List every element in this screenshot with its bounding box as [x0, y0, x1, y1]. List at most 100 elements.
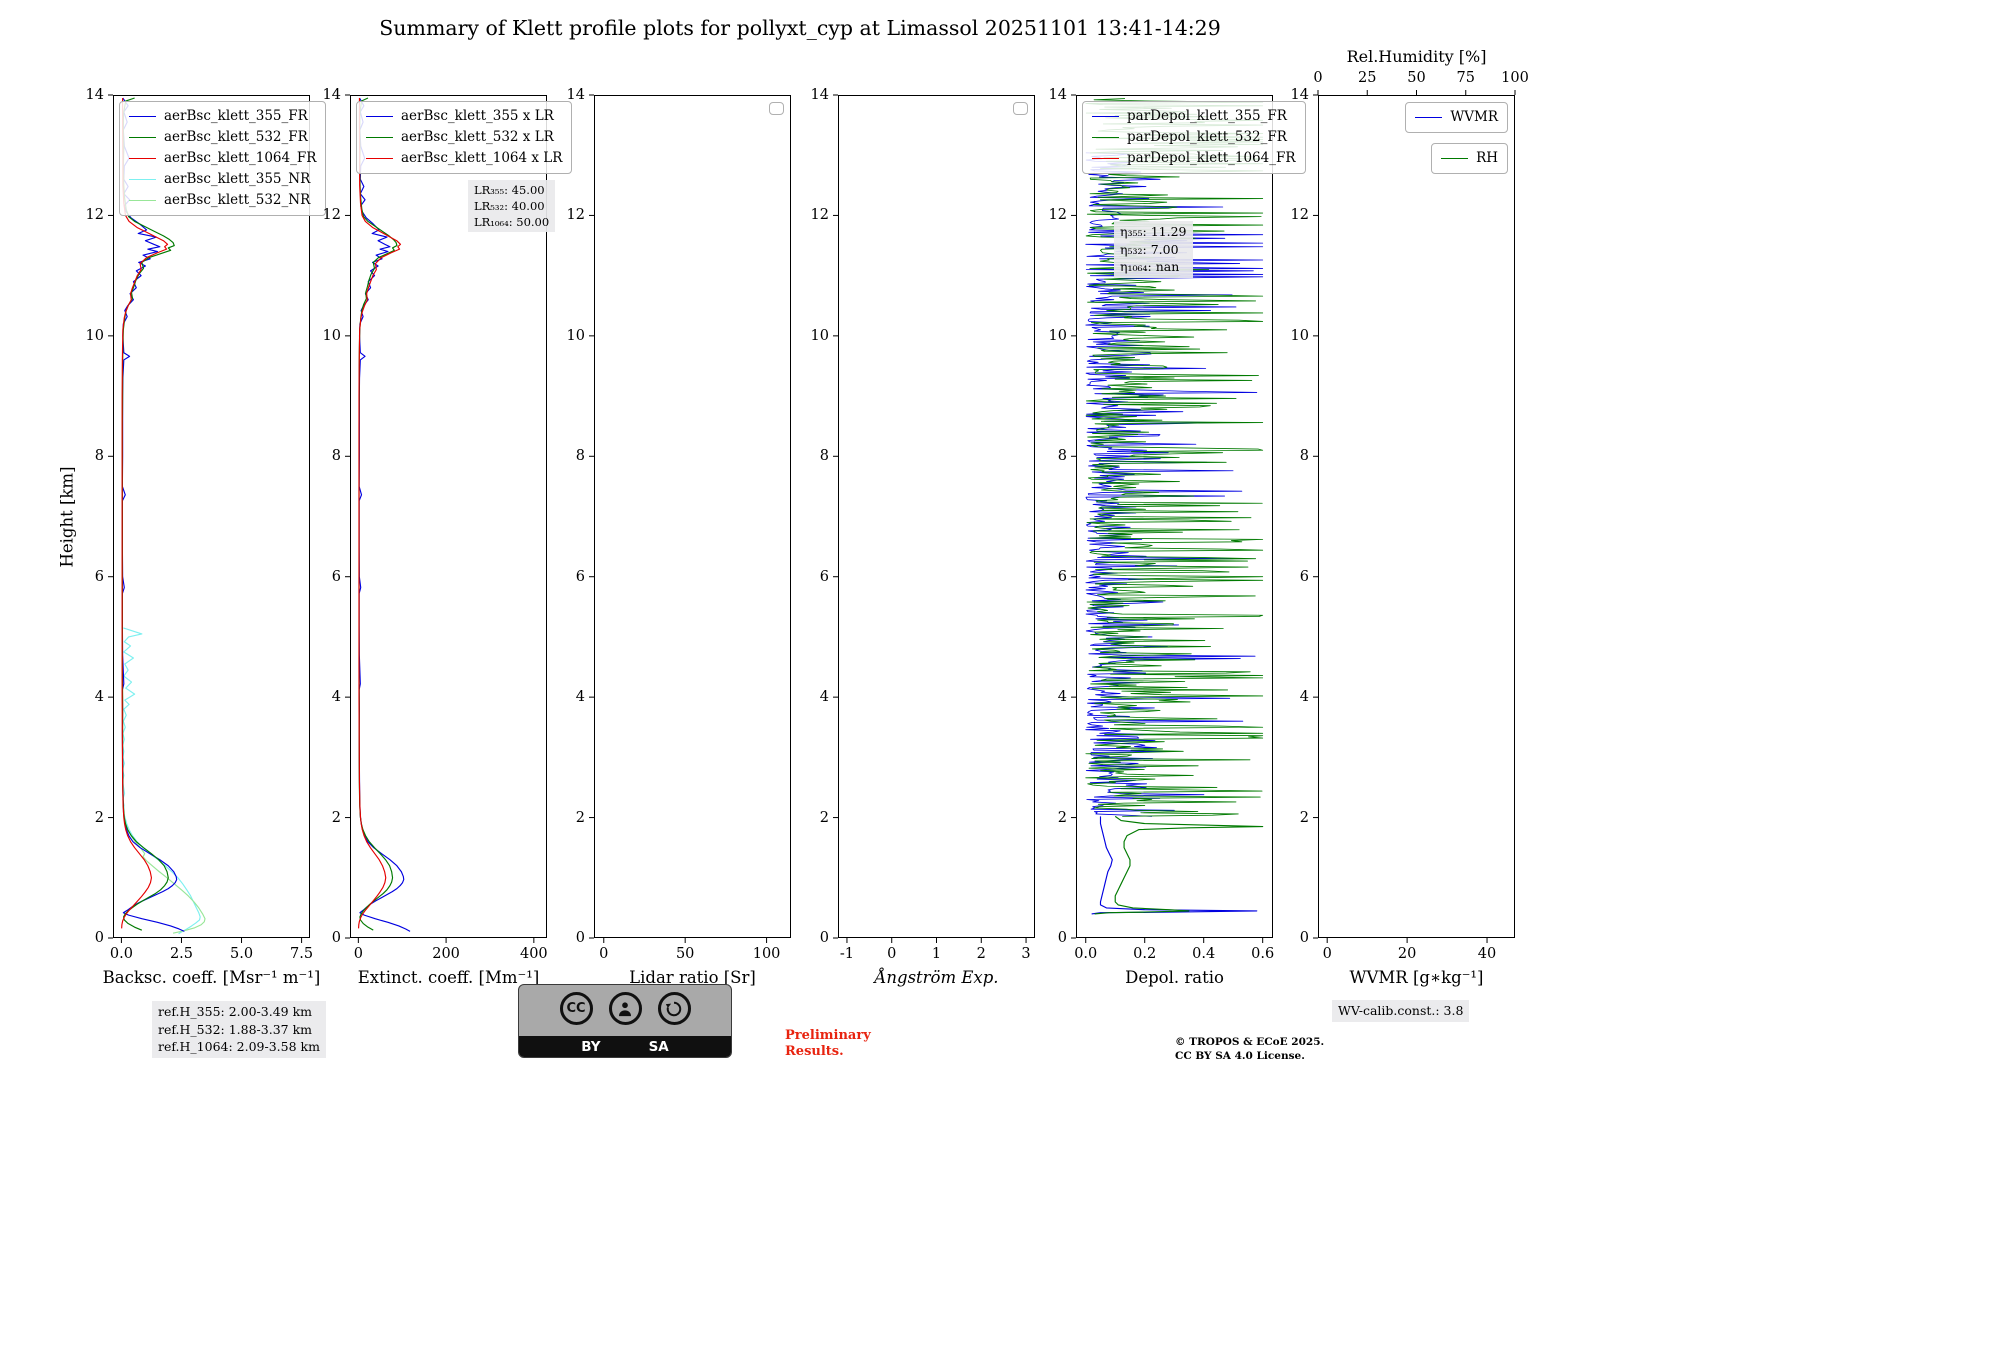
- x-tick-label: 40: [1477, 946, 1497, 962]
- subplot-lidar-ratio: 0 50 100 0 2 4 6 8 10 12 14 Lidar ratio [Sr]: [567, 87, 791, 987]
- series-line-aerBsc_klett_532_NR: [122, 811, 206, 934]
- y-tick-label: 14: [566, 87, 585, 103]
- series-group: [1085, 98, 1264, 915]
- legend-label: parDepol_klett_1064_FR: [1127, 149, 1296, 166]
- y-tick-label: 4: [1057, 689, 1067, 706]
- legend-label: WVMR: [1450, 109, 1498, 125]
- legend-label: aerBsc_klett_532 x LR: [401, 128, 554, 145]
- y-tick-label: 6: [575, 568, 585, 585]
- y-tick-label: 0: [1299, 930, 1309, 946]
- legend-item: aerBsc_klett_1064 x LR: [366, 148, 562, 169]
- x-tick-label: 100: [752, 946, 781, 962]
- legend-line-sample: [366, 136, 393, 138]
- x-tick-label: 0.6: [1251, 946, 1275, 962]
- legend-label: aerBsc_klett_355_FR: [164, 108, 308, 124]
- y-tick-label: 14: [1290, 87, 1309, 103]
- x-tick-label: 0: [1322, 946, 1332, 962]
- ref-height-532: ref.H_532: 1.88-3.37 km: [158, 1021, 313, 1037]
- legend-line-sample: [129, 199, 156, 201]
- x-axis-label: Ångström Exp.: [874, 968, 999, 987]
- y-tick-label: 6: [1057, 568, 1067, 585]
- person-glyph: [619, 1001, 631, 1016]
- series-line-parDepol_klett_532_FR: [1085, 98, 1264, 817]
- share-alike-arrow-glyph: [665, 1001, 682, 1016]
- x-tick-label: 0.0: [1074, 946, 1098, 962]
- legend-label: parDepol_klett_355_FR: [1127, 108, 1287, 124]
- legend-item: parDepol_klett_532_FR: [1092, 127, 1296, 148]
- cc-badge-bar: BY SA: [519, 1036, 731, 1057]
- y-tick-label: 12: [810, 207, 829, 224]
- legend-line-sample: [129, 115, 156, 117]
- y-tick-label: 6: [94, 568, 104, 585]
- x-axis-label: WVMR [g∗kg⁻¹]: [1349, 968, 1484, 987]
- y-tick-label: 0: [575, 930, 585, 946]
- y-tick-label: 2: [1057, 809, 1067, 826]
- annotation-box: η₃₅₅: 11.29 η₅₃₂: 7.00 η₁₀₆₄: nan: [1114, 221, 1193, 278]
- y-tick-label: 10: [322, 327, 341, 344]
- legend-item: parDepol_klett_355_FR: [1092, 106, 1296, 127]
- cc-logo-text: CC: [566, 1001, 586, 1016]
- x-tick-label: 7.5: [290, 946, 314, 962]
- cc-by-label: BY: [581, 1038, 601, 1055]
- x-axis-label: Lidar ratio [Sr]: [629, 968, 756, 987]
- ref-heights-box: ref.H_355: 2.00-3.49 km ref.H_532: 1.88-…: [152, 1001, 326, 1058]
- legend-label: RH: [1476, 150, 1498, 166]
- y-tick-label: 0: [94, 930, 104, 946]
- y-tick-label: 4: [331, 689, 341, 706]
- annotation-line: η₅₃₂: 7.00: [1120, 241, 1179, 257]
- x-tick-label: 0: [887, 946, 897, 962]
- figure-title: Summary of Klett profile plots for polly…: [379, 16, 1221, 40]
- axes-frame: [1076, 95, 1273, 938]
- subplot-extinction: 0 200 400 0 2 4 6 8 10 12 14 Extinct. coeff. [Mm⁻¹]…: [323, 87, 573, 987]
- x-tick-label: 2: [976, 946, 986, 962]
- legend-item: aerBsc_klett_532_FR: [129, 127, 316, 148]
- cc-sa-label: SA: [648, 1038, 669, 1055]
- legend-label: aerBsc_klett_532_NR: [164, 191, 311, 208]
- legend: aerBsc_klett_355_FR aerBsc_klett_532_FR ae…: [119, 101, 327, 216]
- x-axis-label: Depol. ratio: [1125, 968, 1224, 987]
- plot-canvas: [108, 94, 310, 943]
- subplot-depol-ratio: 0.0 0.2 0.4 0.6 0 2 4 6 8 10 12 14 Depol. ratio parDe…: [1049, 87, 1306, 987]
- legend-item: aerBsc_klett_532 x LR: [366, 127, 562, 148]
- y-tick-label: 12: [1290, 207, 1309, 224]
- y-tick-label: 4: [575, 689, 585, 706]
- axes-frame: [594, 95, 791, 938]
- cc-icons-row: CC: [519, 992, 731, 1025]
- plot-canvas: [589, 94, 791, 943]
- wv-calib-note: WV-calib.const.: 3.8: [1332, 1000, 1470, 1022]
- legend-label: aerBsc_klett_1064 x LR: [401, 149, 563, 166]
- y-tick-label: 6: [819, 568, 829, 585]
- legend-line-sample: [1092, 115, 1119, 117]
- plot-canvas: [1071, 94, 1273, 943]
- annotation-line: LR₃₅₅: 45.00: [474, 183, 545, 197]
- y-tick-label: 12: [566, 207, 585, 224]
- person-icon: [608, 992, 642, 1025]
- legend-item: parDepol_klett_1064_FR: [1092, 148, 1296, 169]
- x-tick-label: 2.5: [169, 946, 193, 962]
- copyright-line: CC BY SA 4.0 License.: [1175, 1050, 1305, 1063]
- y-tick-label: 4: [819, 689, 829, 706]
- y-tick-label: 2: [94, 809, 104, 826]
- y-tick-label: 10: [810, 327, 829, 344]
- legend-label: parDepol_klett_532_FR: [1127, 128, 1287, 145]
- y-tick-label: 14: [322, 87, 341, 103]
- series-line-aerBsc_klett_1064 x LR: [357, 98, 402, 929]
- series-line-parDepol_klett_355_FR: [1085, 152, 1264, 817]
- preliminary-note: Preliminary Results.: [785, 1028, 871, 1061]
- y-tick-label: 0: [1057, 930, 1067, 946]
- y-tick-label: 10: [85, 327, 104, 344]
- y-tick-label: 12: [1048, 207, 1067, 224]
- ref-height-1064: ref.H_1064: 2.09-3.58 km: [158, 1039, 320, 1054]
- legend-line-sample: [366, 115, 393, 117]
- top-axis-title: Rel.Humidity [%]: [1346, 47, 1487, 66]
- subplot-backscatter: 0.0 2.5 5.0 7.5 0 2 4 6 8 10 12 14 Backsc. coeff. [M…: [58, 87, 327, 987]
- legend-label: aerBsc_klett_355 x LR: [401, 108, 554, 124]
- top-tick-label: 100: [1501, 70, 1529, 86]
- annotation-line: LR₅₃₂: 40.00: [474, 199, 545, 214]
- legend-item: aerBsc_klett_1064_FR: [129, 148, 316, 169]
- y-tick-label: 6: [331, 568, 341, 585]
- x-axis-label: Backsc. coeff. [Msr⁻¹ m⁻¹]: [102, 968, 321, 987]
- x-tick-label: 1: [931, 946, 942, 962]
- legend-item: aerBsc_klett_355 x LR: [366, 106, 562, 127]
- x-tick-label: 0.2: [1133, 946, 1157, 962]
